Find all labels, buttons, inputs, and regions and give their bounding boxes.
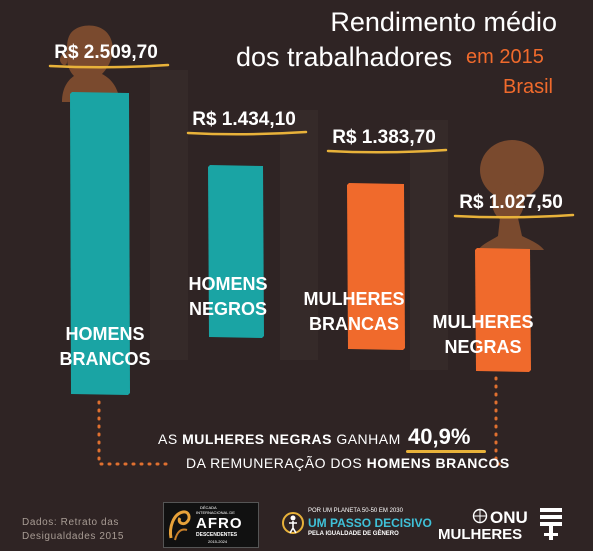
planeta-line-2: UM PASSO DECISIVO xyxy=(308,516,432,530)
bar-1 xyxy=(70,92,130,395)
category-label-4-line-1: MULHERES xyxy=(432,312,533,332)
percentage-value: 40,9% xyxy=(408,424,471,449)
comparison-line-2: DA REMUNERAÇÃO DOS HOMENS BRANCOS xyxy=(186,455,510,471)
value-label-1: R$ 2.509,70 xyxy=(54,42,158,63)
bar-3 xyxy=(347,183,405,350)
background-stripe xyxy=(150,70,188,360)
category-label-2-line-1: HOMENS xyxy=(188,274,267,294)
source-note: Dados: Retrato das Desigualdades 2015 xyxy=(22,516,124,544)
source-line-2: Desigualdades 2015 xyxy=(22,531,124,542)
onu-line-2: MULHERES xyxy=(438,526,523,543)
title-line-1: Rendimento médio xyxy=(330,7,557,37)
afro-big: AFRO xyxy=(196,515,243,532)
value-label-2: R$ 1.434,10 xyxy=(192,109,296,130)
caption-prefix: AS xyxy=(158,431,183,447)
woman-silhouette-icon xyxy=(478,140,544,250)
comparison-line-1: AS MULHERES NEGRAS GANHAM xyxy=(158,431,401,447)
bar-4 xyxy=(475,248,531,372)
background-stripe xyxy=(280,110,318,360)
bar-2 xyxy=(208,165,264,338)
title-region: Brasil xyxy=(502,76,553,98)
women-symbol-icon xyxy=(540,508,562,540)
afro-years: 2015-2024 xyxy=(208,539,228,544)
planeta-line-1: POR UM PLANETA 50-50 EM 2030 xyxy=(308,508,403,514)
category-label-3-line-1: MULHERES xyxy=(303,289,404,309)
value-label-3: R$ 1.383,70 xyxy=(332,127,436,148)
afro-line-1: DÉCADA xyxy=(200,505,217,510)
background-stripe xyxy=(410,120,448,370)
title-year: em 2015 xyxy=(466,46,544,68)
planeta-line-3: PELA IGUALDADE DE GÊNERO xyxy=(308,531,399,537)
afro-line-3: DESCENDENTES xyxy=(196,532,238,538)
value-underline-3 xyxy=(326,148,448,154)
afro-line-2: INTERNACIONAL DE xyxy=(196,510,235,515)
category-label-1-line-2: BRANCOS xyxy=(59,349,150,369)
onu-line-1: ONU xyxy=(490,508,528,527)
caption-middle: GANHAM xyxy=(331,431,401,447)
category-label-4-line-2: NEGRAS xyxy=(444,337,521,357)
category-label-2-line-2: NEGROS xyxy=(189,299,267,319)
caption-line2-prefix: DA REMUNERAÇÃO DOS xyxy=(186,455,367,471)
afro-swirl-icon xyxy=(169,510,191,541)
connector-dots-right xyxy=(494,376,507,466)
category-label-1-line-1: HOMENS xyxy=(65,324,144,344)
man-silhouette-icon xyxy=(59,25,120,102)
value-underline-4 xyxy=(453,213,575,219)
title-line-2: dos trabalhadores xyxy=(236,42,453,72)
caption-emph-men: HOMENS BRANCOS xyxy=(366,455,510,471)
value-label-4: R$ 1.027,50 xyxy=(459,192,563,213)
value-underline-1 xyxy=(48,63,170,69)
category-label-3-line-2: BRANCAS xyxy=(309,314,399,334)
un-emblem-icon xyxy=(472,508,488,524)
planet-figure-icon xyxy=(282,512,304,534)
source-line-1: Dados: Retrato das xyxy=(22,517,119,528)
afro-decade-logo: DÉCADA INTERNACIONAL DE AFRO DESCENDENTE… xyxy=(163,502,259,548)
value-underline-2 xyxy=(186,130,308,136)
percentage-underline xyxy=(406,450,486,453)
caption-emph-women: MULHERES NEGRAS xyxy=(182,431,332,447)
